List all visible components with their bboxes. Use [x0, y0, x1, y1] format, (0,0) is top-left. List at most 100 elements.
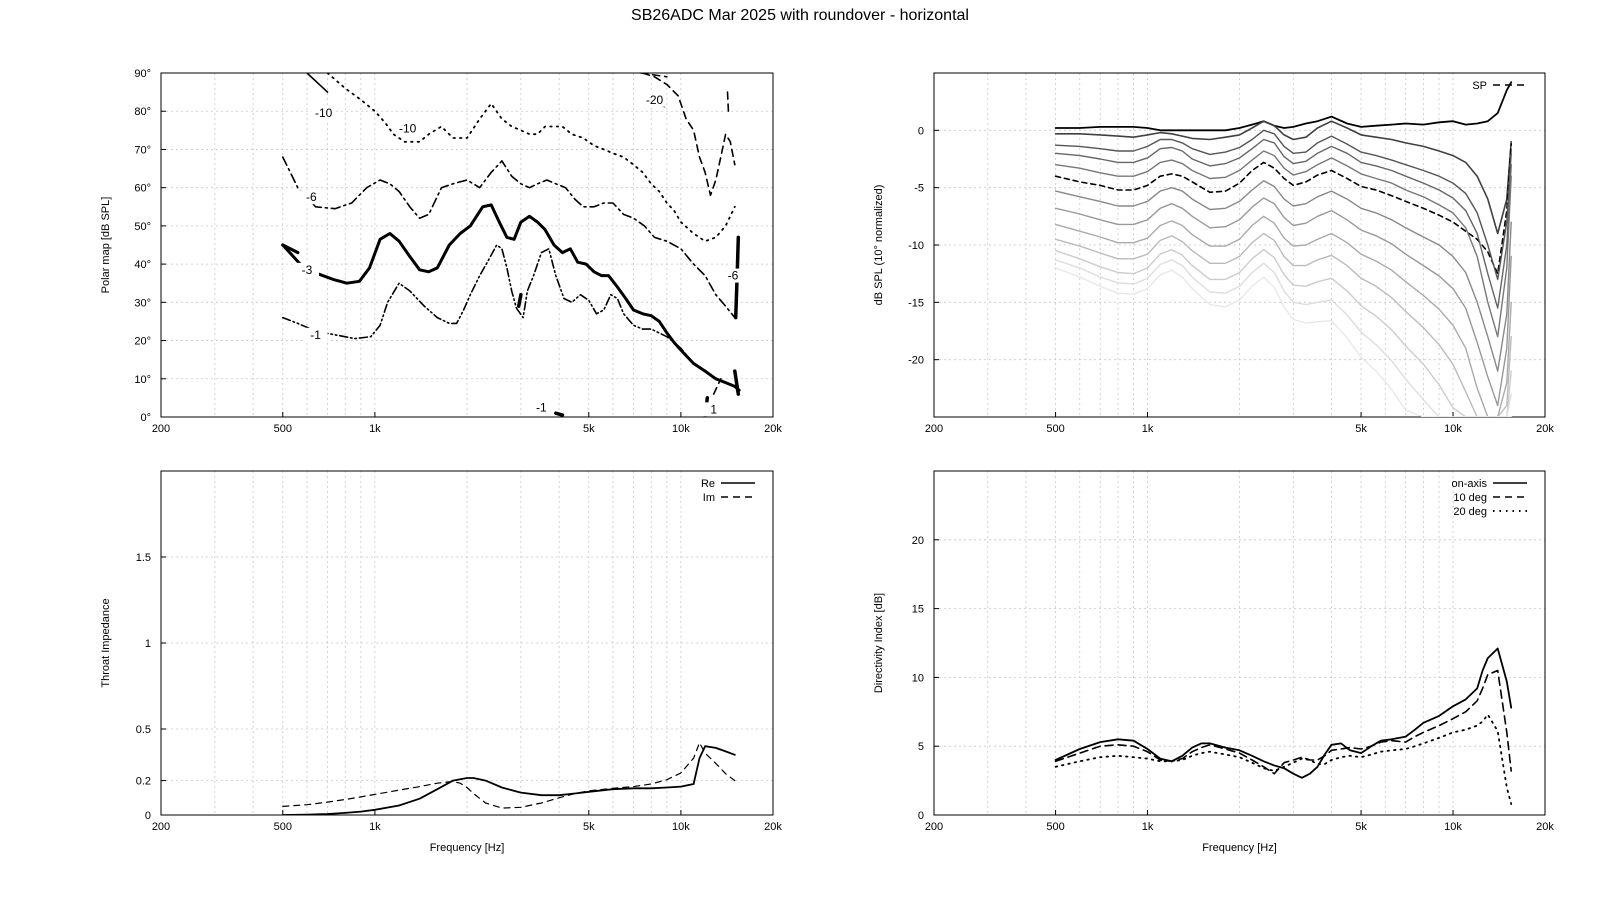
- y-tick-label: 40°: [134, 259, 151, 271]
- contour-label: -1: [536, 400, 547, 414]
- legend-label: Im: [703, 492, 715, 504]
- y-tick-label: -5: [914, 183, 924, 195]
- grid-lines: [161, 72, 773, 418]
- x-tick-label: 10k: [672, 821, 690, 833]
- contour-label: -10: [315, 106, 333, 120]
- contour-label-bg: [303, 327, 328, 342]
- y-tick-label: -15: [908, 297, 924, 309]
- x-tick-label: 20k: [764, 821, 782, 833]
- data-layer: [1054, 81, 1513, 417]
- plot-frame: [160, 72, 774, 418]
- series-line: [1054, 120, 1512, 235]
- contour-label-bg: [299, 190, 324, 205]
- y-tick-label: 90°: [134, 68, 151, 80]
- y-tick-label: 10°: [134, 374, 151, 386]
- series-line: [281, 745, 736, 815]
- contour-fragment: [726, 91, 730, 112]
- series-line: [1054, 150, 1512, 338]
- y-tick-label: 15: [912, 604, 924, 616]
- series-line: [1054, 81, 1513, 132]
- series-line: [1054, 259, 1512, 417]
- x-tick-label: 1k: [1142, 821, 1154, 833]
- legend-label: 20 deg: [1453, 506, 1487, 518]
- contour-label: -1: [310, 328, 321, 342]
- y-tick-label: 60°: [134, 183, 151, 195]
- y-tick-label: 70°: [134, 144, 151, 156]
- y-tick-label: 5: [918, 741, 924, 753]
- y-tick-label: -10: [908, 240, 924, 252]
- contour-label-bg: [720, 268, 745, 283]
- x-tick-label: 1k: [369, 821, 381, 833]
- series-line: [1054, 180, 1512, 372]
- contour-label: -6: [306, 190, 317, 204]
- y-axis-label: Throat Impedance: [100, 598, 112, 687]
- x-tick-label: 200: [152, 423, 170, 435]
- series-line: [282, 742, 736, 809]
- contour-label-bg: [395, 121, 420, 136]
- x-tick-label: 20k: [764, 423, 782, 435]
- contour-line: [282, 156, 736, 319]
- x-axis-label: Frequency [Hz]: [430, 842, 505, 854]
- y-axis-label: dB SPL (10° normalized): [873, 185, 885, 306]
- contour-fragment: [640, 73, 668, 78]
- y-tick-label: 0: [918, 810, 924, 822]
- series-line: [1054, 197, 1512, 407]
- y-tick-label: 1: [145, 638, 151, 650]
- series-line: [1054, 143, 1512, 275]
- y-tick-label: -20: [908, 355, 924, 367]
- y-tick-label: 0.5: [136, 724, 151, 736]
- data-layer: -10 -10 -20 -6 -3 -1 -6 -1 1: [281, 73, 745, 417]
- x-tick-label: 1k: [1142, 423, 1154, 435]
- series-line: [1054, 267, 1512, 417]
- y-tick-label: 50°: [134, 221, 151, 233]
- x-tick-label: 200: [925, 423, 943, 435]
- x-tick-label: 500: [1046, 821, 1064, 833]
- x-tick-label: 5k: [1355, 821, 1367, 833]
- contour-label: -6: [728, 269, 739, 283]
- x-tick-label: 20k: [1536, 821, 1554, 833]
- throat-impedance-chart: 200 500 1k 5k 10k 20k 0 0.2 0.5 1 1.5 Throat Impeda…: [100, 470, 782, 854]
- contour-label-bg: [642, 92, 667, 107]
- contour-fragment: [733, 369, 741, 396]
- y-tick-label: 0: [145, 810, 151, 822]
- x-axis-label: Frequency [Hz]: [1202, 842, 1277, 854]
- legend-label: Re: [701, 478, 715, 490]
- contour-fragment: [554, 411, 565, 417]
- x-tick-label: 10k: [1444, 821, 1462, 833]
- contour-line: [281, 203, 741, 392]
- polar-map-chart: 200 500 1k 5k 10k 20k 0° 10° 20° 30° 40° 50° 60° 70° 8…: [100, 68, 782, 435]
- x-tick-label: 200: [925, 821, 943, 833]
- y-tick-label: 1.5: [136, 552, 151, 564]
- x-tick-label: 10k: [672, 423, 690, 435]
- x-tick-label: 5k: [583, 821, 595, 833]
- contour-label-bg: [294, 262, 319, 277]
- x-tick-label: 10k: [1444, 423, 1462, 435]
- series-line: [1054, 232, 1512, 417]
- y-tick-label: 20: [912, 535, 924, 547]
- contour-label: -3: [302, 263, 313, 277]
- series-line: [1054, 248, 1512, 417]
- series-line: [1054, 713, 1513, 805]
- x-tick-label: 500: [274, 423, 292, 435]
- x-tick-label: 200: [152, 821, 170, 833]
- contour-label-bg: [529, 400, 554, 415]
- contour-line: [326, 73, 736, 243]
- contour-line: [282, 244, 740, 391]
- series-line: [1054, 215, 1512, 417]
- data-layer: [1054, 647, 1513, 805]
- grid-lines: [934, 471, 1545, 816]
- contour-fragment: [712, 378, 722, 395]
- x-tick-label: 1k: [369, 423, 381, 435]
- contour-line: [641, 73, 736, 197]
- contour-label-bg: [311, 106, 336, 121]
- legend-label: on-axis: [1452, 478, 1488, 490]
- x-tick-label: 20k: [1536, 423, 1554, 435]
- series-line: [1054, 647, 1513, 779]
- directivity-index-chart: 200 500 1k 5k 10k 20k 0 5 10 15 20 Directivity Inde…: [873, 470, 1554, 854]
- y-tick-label: 80°: [134, 106, 151, 118]
- legend-label: SP: [1472, 80, 1487, 92]
- y-tick-label: 0: [918, 125, 924, 137]
- y-tick-label: 0.2: [136, 776, 151, 788]
